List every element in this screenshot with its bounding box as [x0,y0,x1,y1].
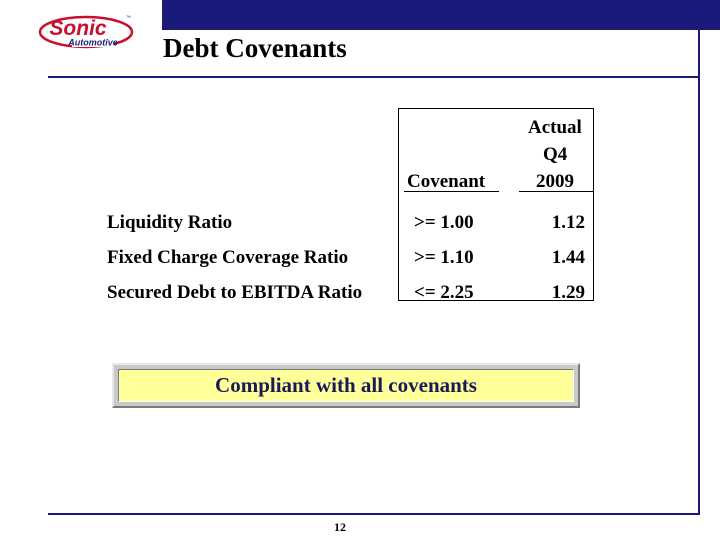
row-label-secured-debt: Secured Debt to EBITDA Ratio [107,282,363,303]
title-underline [48,76,698,78]
page-title: Debt Covenants [163,33,347,63]
right-border-rule [698,0,700,514]
header-covenant: Covenant [407,171,486,192]
compliance-banner-text: Compliant with all covenants [118,369,574,402]
actual-value-liquidity: 1.12 [551,212,585,233]
actual-header-underline [519,191,593,192]
actual-value-fixed-charge: 1.44 [551,247,585,268]
actual-value-secured-debt: 1.29 [551,282,585,303]
header-year: 2009 [536,171,574,192]
covenant-table-box [398,108,594,301]
covenant-header-underline [404,191,499,192]
covenant-value-liquidity: >= 1.00 [414,212,474,233]
footer-rule [48,513,700,515]
sonic-automotive-logo: Sonic Automotive ™ [38,14,134,50]
header-actual: Actual [528,117,582,138]
covenant-value-fixed-charge: >= 1.10 [414,247,474,268]
covenant-value-secured-debt: <= 2.25 [414,282,474,303]
logo-sub-text: Automotive [67,38,118,48]
page-number: 12 [334,520,346,534]
logo-brand-text: Sonic [49,17,106,40]
header-bar [162,0,720,30]
compliance-banner: Compliant with all covenants [112,363,580,408]
logo-tm-text: ™ [126,15,131,21]
header-q4: Q4 [543,144,568,165]
row-label-liquidity: Liquidity Ratio [107,212,233,233]
row-label-fixed-charge: Fixed Charge Coverage Ratio [107,247,349,268]
